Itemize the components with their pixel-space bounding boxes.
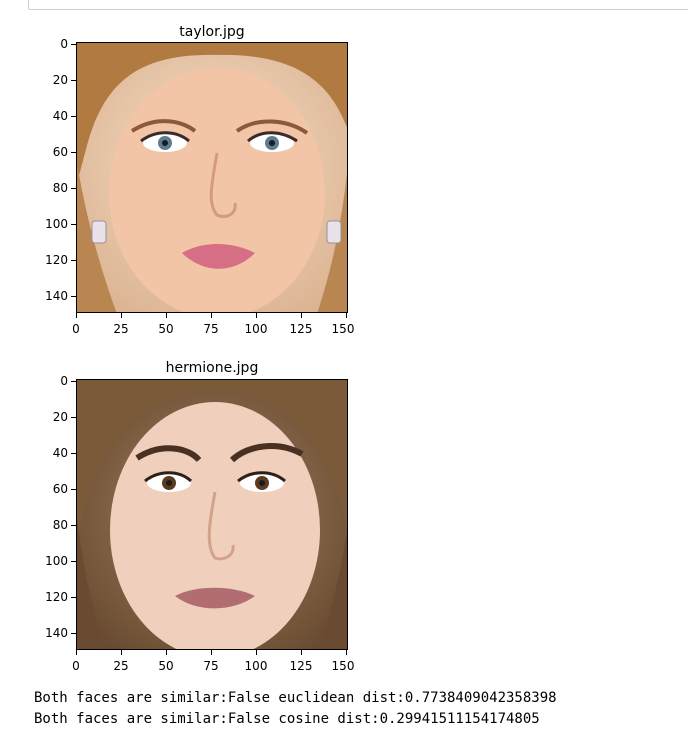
tick-mark bbox=[71, 260, 76, 261]
tick-mark bbox=[71, 489, 76, 490]
tick-mark bbox=[71, 453, 76, 454]
y-tick-label: 0 bbox=[60, 37, 68, 51]
tick-mark bbox=[166, 650, 167, 655]
y-tick-label: 40 bbox=[52, 446, 68, 460]
tick-mark bbox=[121, 313, 122, 318]
tick-mark bbox=[76, 313, 77, 318]
tick-mark bbox=[71, 188, 76, 189]
x-tick-label: 125 bbox=[289, 322, 313, 336]
x-tick-label: 75 bbox=[203, 659, 219, 673]
tick-mark bbox=[71, 417, 76, 418]
tick-mark bbox=[166, 313, 167, 318]
y-tick-label: 100 bbox=[45, 554, 68, 568]
x-tick-label: 50 bbox=[158, 322, 174, 336]
x-tick-label: 100 bbox=[244, 659, 268, 673]
output-line-cosine: Both faces are similar:False cosine dist… bbox=[34, 711, 540, 727]
tick-mark bbox=[211, 650, 212, 655]
y-tick-label: 100 bbox=[45, 217, 68, 231]
image-axes bbox=[76, 379, 348, 650]
y-tick-label: 120 bbox=[45, 253, 68, 267]
tick-mark bbox=[256, 650, 257, 655]
tick-mark bbox=[301, 650, 302, 655]
x-tick-label: 25 bbox=[113, 659, 129, 673]
x-tick-label: 0 bbox=[72, 659, 80, 673]
y-tick-label: 60 bbox=[52, 145, 68, 159]
y-tick-label: 60 bbox=[52, 482, 68, 496]
x-tick-label: 150 bbox=[331, 322, 355, 336]
tick-mark bbox=[71, 152, 76, 153]
tick-mark bbox=[346, 650, 347, 655]
tick-mark bbox=[346, 313, 347, 318]
tick-mark bbox=[71, 44, 76, 45]
tick-mark bbox=[71, 561, 76, 562]
tick-mark bbox=[71, 597, 76, 598]
tick-mark bbox=[76, 650, 77, 655]
x-tick-label: 75 bbox=[203, 322, 219, 336]
x-tick-label: 50 bbox=[158, 659, 174, 673]
y-tick-label: 20 bbox=[52, 410, 68, 424]
tick-mark bbox=[71, 224, 76, 225]
face-image-hermione bbox=[77, 380, 347, 649]
tick-mark bbox=[71, 296, 76, 297]
y-tick-label: 80 bbox=[52, 181, 68, 195]
output-line-euclidean: Both faces are similar:False euclidean d… bbox=[34, 690, 557, 706]
tick-mark bbox=[71, 633, 76, 634]
image-axes bbox=[76, 42, 348, 313]
x-tick-label: 150 bbox=[331, 659, 355, 673]
plot-title: taylor.jpg bbox=[179, 24, 245, 40]
notebook-cell-border bbox=[28, 0, 688, 10]
plot-title: hermione.jpg bbox=[165, 360, 259, 376]
tick-mark bbox=[211, 313, 212, 318]
x-tick-label: 25 bbox=[113, 322, 129, 336]
tick-mark bbox=[71, 116, 76, 117]
y-tick-label: 140 bbox=[45, 626, 68, 640]
x-tick-label: 100 bbox=[244, 322, 268, 336]
tick-mark bbox=[256, 313, 257, 318]
y-tick-label: 40 bbox=[52, 109, 68, 123]
y-tick-label: 20 bbox=[52, 73, 68, 87]
tick-mark bbox=[71, 381, 76, 382]
x-tick-label: 0 bbox=[72, 322, 80, 336]
y-tick-label: 140 bbox=[45, 289, 68, 303]
x-tick-label: 125 bbox=[289, 659, 313, 673]
y-tick-label: 120 bbox=[45, 590, 68, 604]
tick-mark bbox=[301, 313, 302, 318]
tick-mark bbox=[71, 525, 76, 526]
face-image-taylor bbox=[77, 43, 347, 312]
tick-mark bbox=[121, 650, 122, 655]
y-tick-label: 0 bbox=[60, 374, 68, 388]
tick-mark bbox=[71, 80, 76, 81]
y-tick-label: 80 bbox=[52, 518, 68, 532]
